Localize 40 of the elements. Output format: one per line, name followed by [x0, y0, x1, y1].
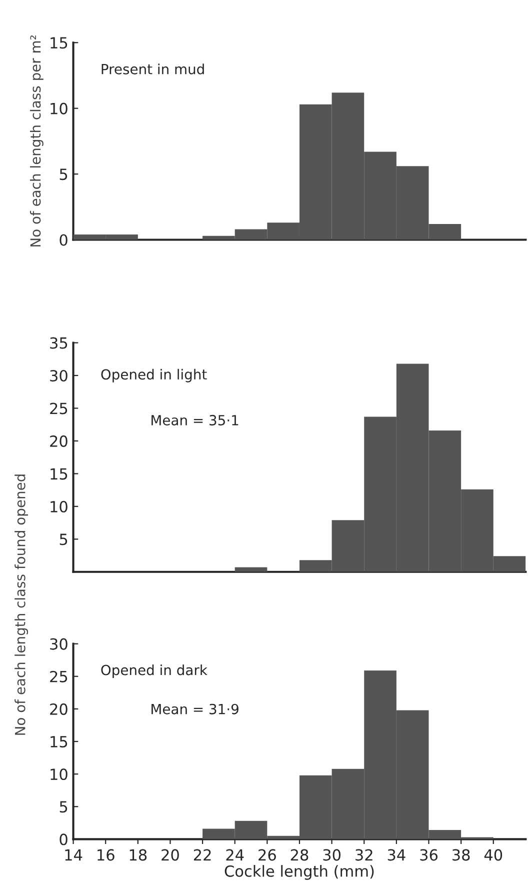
annotation: Opened in dark	[101, 664, 208, 678]
x-tick-label: 28	[290, 849, 308, 861]
annotation: Present in mud	[102, 64, 204, 74]
x-tick-label: 30	[323, 849, 341, 861]
y-tick-label: 25	[50, 402, 68, 414]
y-tick-label: 0	[60, 834, 68, 846]
y-tick-label: 30	[50, 370, 68, 382]
x-tick-label: 16	[98, 849, 114, 861]
y-tick-label: 20	[50, 703, 68, 715]
annotation: Mean = 35·1	[152, 414, 238, 426]
x-tick-label: 18	[130, 849, 147, 861]
x-tick-label: 26	[258, 849, 276, 861]
y-tick-label: 20	[50, 435, 68, 447]
x-axis-title: Cockle length (mm)	[224, 865, 374, 880]
x-tick-label: 20	[162, 849, 179, 861]
x-tick-label: 34	[388, 849, 406, 861]
x-tick-label: 14	[65, 849, 82, 860]
x-tick-label: 32	[356, 849, 372, 861]
y-tick-label: 35	[50, 337, 68, 349]
x-tick-label: 22	[194, 849, 211, 860]
y-tick-label: 5	[60, 801, 68, 813]
y-tick-label: 10	[50, 102, 68, 114]
y-axis-title: No of each length class found opened	[14, 474, 28, 735]
y-tick-label: 10	[50, 768, 68, 780]
x-tick-label: 38	[452, 849, 470, 861]
y-axis-title: No of each length class per m²	[30, 35, 44, 246]
x-tick-label: 40	[484, 849, 502, 861]
x-tick-label: 36	[420, 849, 438, 861]
y-tick-label: 15	[50, 736, 68, 748]
y-tick-label: 30	[50, 638, 68, 650]
annotation: Mean = 31·9	[152, 704, 238, 714]
y-tick-label: 25	[50, 670, 68, 682]
y-tick-label: 5	[60, 168, 68, 180]
annotation: Opened in light	[101, 368, 207, 382]
y-tick-label: 0	[60, 234, 68, 246]
y-tick-label: 15	[50, 468, 68, 480]
y-tick-label: 10	[50, 500, 68, 512]
y-tick-label: 15	[50, 37, 68, 49]
y-tick-label: 5	[60, 534, 68, 546]
x-tick-label: 24	[226, 849, 244, 860]
